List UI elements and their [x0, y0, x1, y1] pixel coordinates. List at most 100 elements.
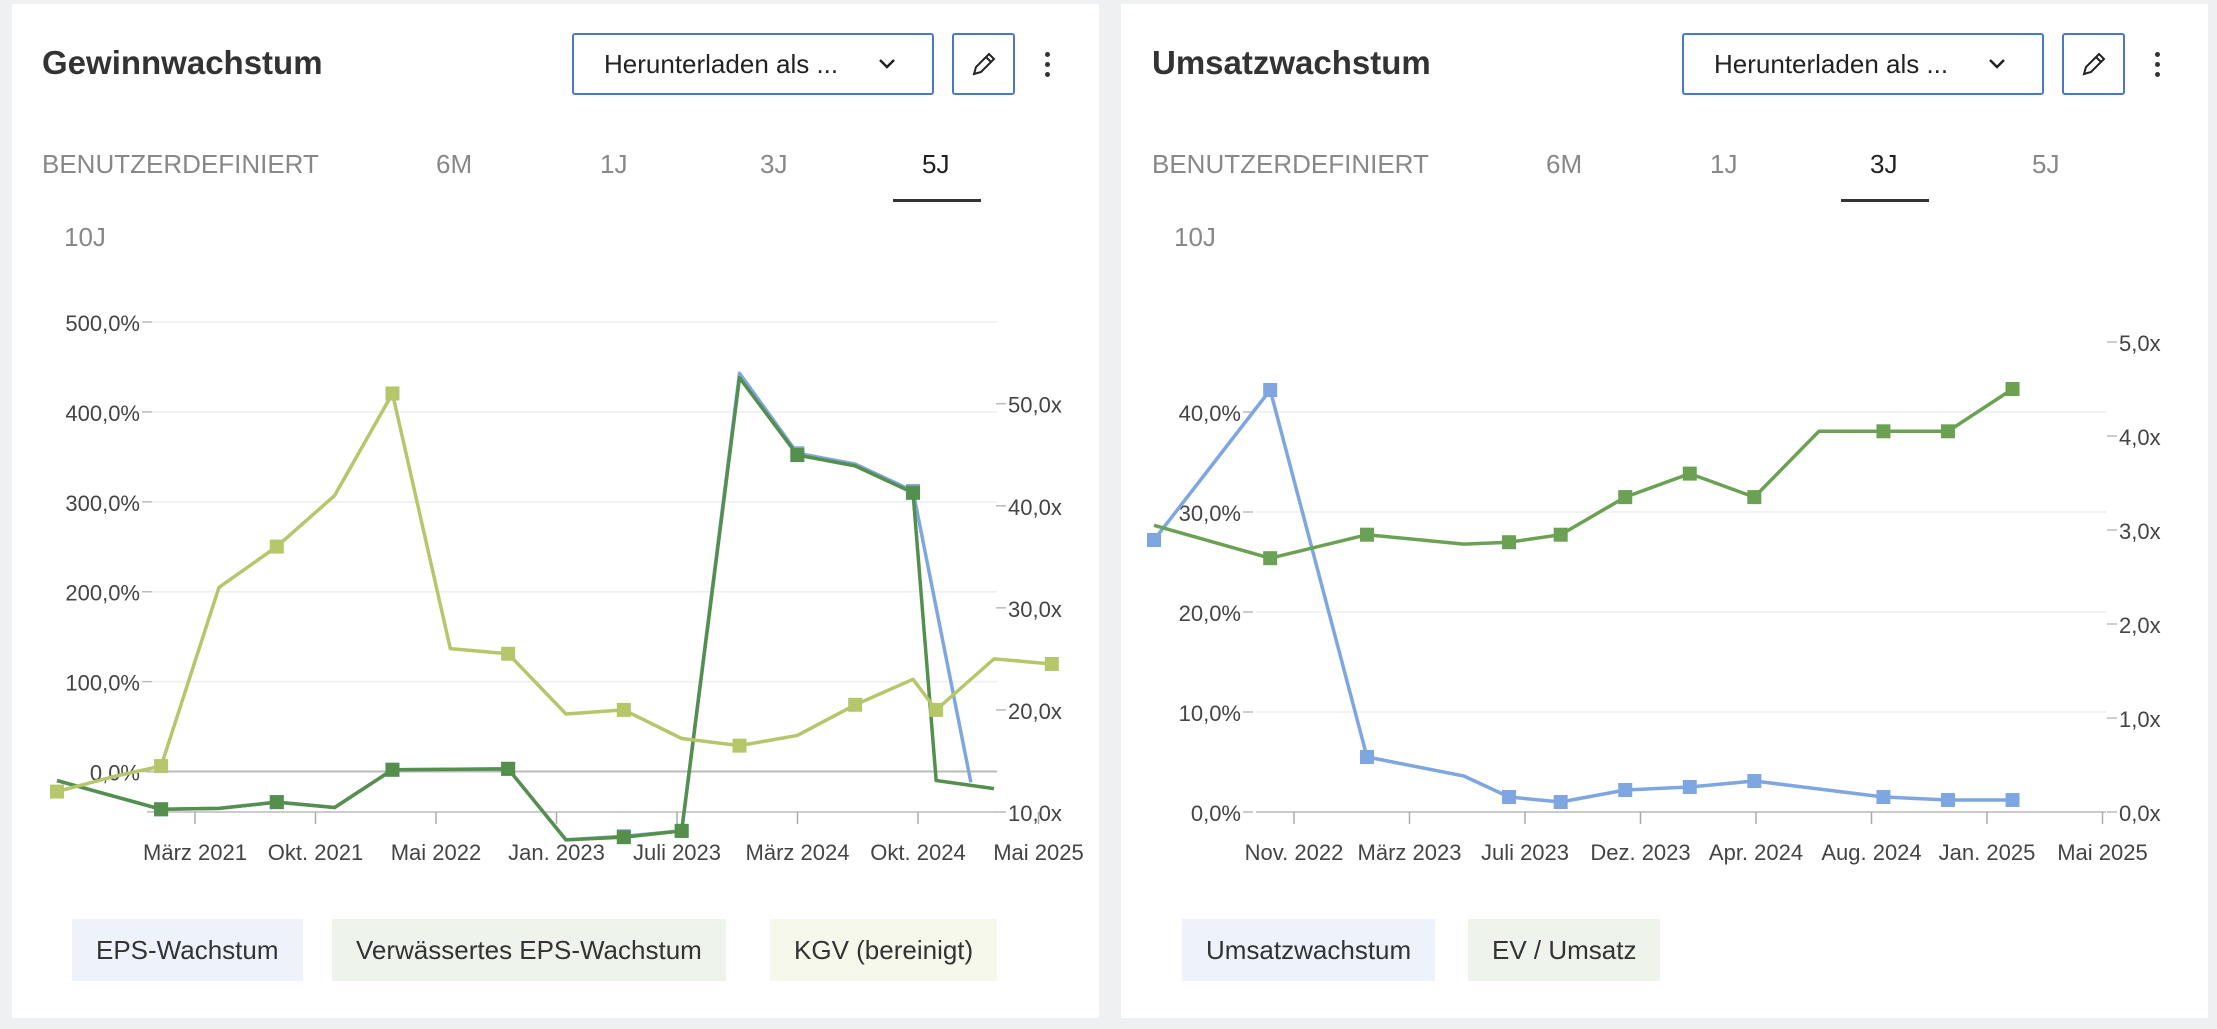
series-line — [56, 391, 1052, 794]
data-point — [1360, 750, 1375, 764]
y-right-tick-label: 2,0x — [2119, 613, 2161, 638]
tab-3j[interactable]: 3J — [1870, 149, 1898, 179]
x-tick-label: Nov. 2022 — [1245, 840, 1344, 865]
tab-5j[interactable]: 5J — [2032, 149, 2060, 179]
data-point — [269, 539, 284, 554]
data-point — [674, 823, 689, 838]
series-line — [56, 375, 995, 842]
y-left-tick-label: 30,0% — [1179, 501, 1241, 526]
more-options-button[interactable] — [2147, 44, 2167, 84]
x-tick-label: März 2024 — [746, 840, 850, 865]
x-tick-label: März 2023 — [1358, 840, 1462, 865]
data-point — [269, 795, 284, 810]
tab-6m[interactable]: 6M — [436, 149, 473, 179]
edit-button[interactable] — [2062, 33, 2125, 95]
y-right-tick-label: 40,0x — [1008, 495, 1062, 520]
x-tick-label: Okt. 2021 — [268, 840, 363, 865]
y-left-tick-label: 400,0% — [65, 401, 140, 426]
x-tick-label: Okt. 2024 — [870, 840, 965, 865]
y-right-tick-label: 3,0x — [2119, 519, 2161, 544]
data-point — [385, 762, 400, 777]
y-left-tick-label: 100,0% — [65, 671, 140, 696]
download-button[interactable]: Herunterladen als ... — [1682, 33, 2044, 95]
y-right-tick-label: 4,0x — [2119, 425, 2161, 450]
data-point — [2005, 382, 2020, 396]
revenue-growth-chart: 0,0% 10,0% 20,0% 30,0% 40,0% 0,0x 1,0x 2,0x 3,0x… — [1147, 331, 2161, 865]
series-line — [1152, 388, 2013, 804]
download-button[interactable]: Herunterladen als ... — [572, 33, 934, 95]
x-tick-label: Mai 2025 — [993, 840, 1084, 865]
y-right-tick-label: 30,0x — [1008, 597, 1062, 622]
chevron-down-icon — [1989, 59, 2005, 69]
y-left-tick-label: 20,0% — [1179, 601, 1241, 626]
tab-6m[interactable]: 6M — [1546, 149, 1583, 179]
chevron-down-icon — [879, 59, 895, 69]
data-point — [732, 738, 747, 753]
data-point — [1876, 424, 1891, 439]
data-point — [154, 759, 169, 774]
legend-eps-growth[interactable]: EPS-Wachstum — [72, 919, 303, 981]
download-label: Herunterladen als ... — [604, 48, 839, 79]
y-right-tick-label: 5,0x — [2119, 331, 2161, 356]
data-point — [1682, 780, 1697, 794]
y-right-tick-label: 50,0x — [1008, 393, 1062, 418]
x-tick-label: Juli 2023 — [1481, 840, 1569, 865]
edit-button[interactable] — [952, 33, 1015, 95]
data-point — [1747, 774, 1762, 788]
x-tick-label: Mai 2022 — [391, 840, 482, 865]
x-tick-label: Aug. 2024 — [1821, 840, 1921, 865]
data-point — [1147, 533, 1161, 547]
legend-ev-revenue[interactable]: EV / Umsatz — [1468, 919, 1661, 981]
data-point — [790, 448, 805, 463]
data-point — [501, 761, 516, 776]
data-point — [1044, 656, 1059, 671]
legend-pe-adjusted[interactable]: KGV (bereinigt) — [770, 919, 998, 981]
data-point — [1263, 551, 1278, 566]
y-right-tick-label: 20,0x — [1008, 699, 1062, 724]
tab-10j[interactable]: 10J — [1174, 222, 1216, 252]
download-label: Herunterladen als ... — [1714, 48, 1949, 79]
tab-5j[interactable]: 5J — [922, 149, 950, 179]
data-point — [1263, 383, 1278, 397]
data-point — [1876, 790, 1891, 804]
data-point — [501, 646, 516, 661]
series-line — [1153, 387, 2014, 560]
more-options-button[interactable] — [1037, 44, 1057, 84]
tab-custom[interactable]: BENUTZERDEFINIERT — [1152, 149, 1429, 179]
revenue-growth-panel: Umsatzwachstum Herunterladen als ... BEN… — [1121, 4, 2208, 1018]
tab-3j[interactable]: 3J — [760, 149, 788, 179]
pencil-icon — [972, 52, 995, 76]
data-point — [1940, 793, 1955, 807]
x-tick-label: Dez. 2023 — [1590, 840, 1690, 865]
y-left-tick-label: 0,0% — [1191, 801, 1241, 826]
earnings-growth-panel: Gewinnwachstum Herunterladen als ... BEN… — [12, 4, 1099, 1018]
y-left-tick-label: 40,0% — [1179, 401, 1241, 426]
data-point — [1502, 790, 1517, 804]
tab-10j[interactable]: 10J — [64, 222, 106, 252]
x-tick-label: Mai 2025 — [2057, 840, 2148, 865]
data-point — [154, 802, 169, 817]
active-tab-indicator — [1841, 199, 1929, 202]
tab-1j[interactable]: 1J — [600, 149, 628, 179]
data-point — [1682, 466, 1697, 481]
x-tick-label: März 2021 — [143, 840, 247, 865]
y-left-tick-label: 500,0% — [65, 311, 140, 336]
y-right-tick-label: 10,0x — [1008, 801, 1062, 826]
legend-diluted-eps-growth[interactable]: Verwässertes EPS-Wachstum — [332, 919, 726, 981]
x-tick-label: Jan. 2023 — [508, 840, 605, 865]
legend-revenue-growth[interactable]: Umsatzwachstum — [1182, 919, 1436, 981]
tab-custom[interactable]: BENUTZERDEFINIERT — [42, 149, 319, 179]
data-point — [50, 784, 64, 799]
tab-1j[interactable]: 1J — [1710, 149, 1738, 179]
x-tick-label: Juli 2023 — [633, 840, 721, 865]
data-point — [1502, 535, 1517, 550]
x-tick-label: Jan. 2025 — [1939, 840, 2036, 865]
data-point — [1940, 424, 1955, 439]
data-point — [616, 830, 631, 845]
pencil-icon — [2082, 52, 2105, 76]
y-left-tick-label: 10,0% — [1179, 701, 1241, 726]
data-point — [906, 485, 921, 500]
data-point — [848, 697, 863, 712]
x-tick-label: Apr. 2024 — [1709, 840, 1803, 865]
data-point — [1360, 527, 1375, 542]
